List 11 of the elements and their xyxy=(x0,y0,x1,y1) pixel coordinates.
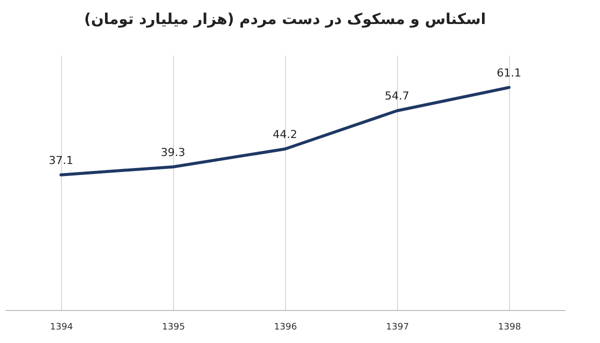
x-tick-label: 1395 xyxy=(162,322,185,332)
data-label: 37.1 xyxy=(48,154,74,167)
chart-title: اسکناس و مسکوک در دست مردم (هزار میلیارد تومان) xyxy=(84,10,486,28)
x-tick-label: 1396 xyxy=(274,322,298,332)
data-label: 54.7 xyxy=(384,90,410,103)
x-tick-label: 1397 xyxy=(386,322,409,332)
data-label: 61.1 xyxy=(496,66,522,80)
x-tick-label: 1394 xyxy=(50,322,74,332)
data-label: 39.3 xyxy=(160,146,186,159)
x-tick-label: 1398 xyxy=(498,322,522,332)
data-label: 44.2 xyxy=(272,128,298,141)
